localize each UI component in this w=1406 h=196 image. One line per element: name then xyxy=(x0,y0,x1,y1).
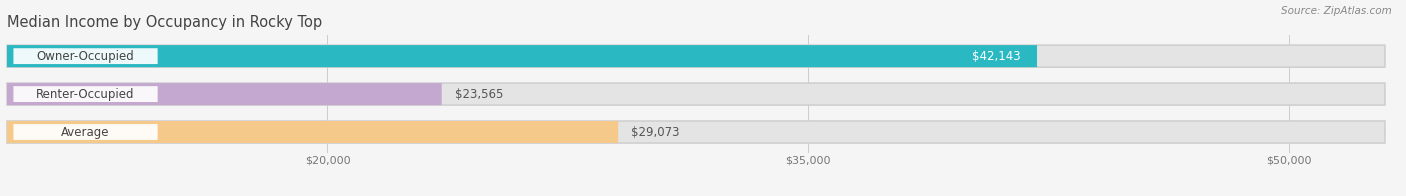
FancyBboxPatch shape xyxy=(7,83,441,105)
FancyBboxPatch shape xyxy=(14,86,157,102)
Text: Median Income by Occupancy in Rocky Top: Median Income by Occupancy in Rocky Top xyxy=(7,15,322,30)
Text: Renter-Occupied: Renter-Occupied xyxy=(37,88,135,101)
FancyBboxPatch shape xyxy=(7,121,1385,143)
Text: $23,565: $23,565 xyxy=(454,88,503,101)
Text: Source: ZipAtlas.com: Source: ZipAtlas.com xyxy=(1281,6,1392,16)
Text: $29,073: $29,073 xyxy=(631,125,679,139)
Text: Owner-Occupied: Owner-Occupied xyxy=(37,50,135,63)
FancyBboxPatch shape xyxy=(14,124,157,140)
FancyBboxPatch shape xyxy=(7,45,1385,67)
FancyBboxPatch shape xyxy=(7,45,1038,67)
Text: $42,143: $42,143 xyxy=(973,50,1021,63)
Text: Average: Average xyxy=(62,125,110,139)
FancyBboxPatch shape xyxy=(7,121,619,143)
FancyBboxPatch shape xyxy=(14,48,157,64)
FancyBboxPatch shape xyxy=(7,83,1385,105)
